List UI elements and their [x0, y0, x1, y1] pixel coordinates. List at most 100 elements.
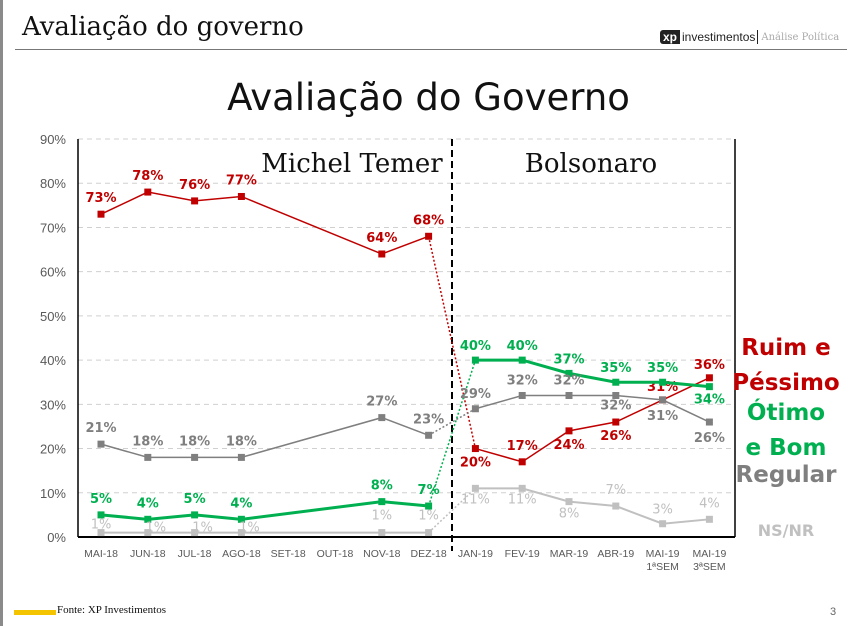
data-point-marker	[471, 445, 479, 453]
x-tick-label: MAI-18	[84, 548, 118, 560]
data-point-marker	[378, 498, 386, 506]
y-tick-label: 40%	[40, 353, 66, 368]
legend-label: Péssimo	[732, 370, 840, 396]
data-label: 18%	[179, 434, 210, 449]
y-tick-label: 30%	[40, 397, 66, 412]
annotation-michel-temer: Michel Temer	[261, 149, 443, 179]
x-tick-label: MAR-19	[550, 548, 589, 560]
y-tick-label: 0%	[47, 530, 66, 545]
data-label: 18%	[132, 434, 163, 449]
data-label: 76%	[179, 178, 210, 193]
data-point-marker	[565, 498, 573, 506]
y-tick-label: 70%	[40, 220, 66, 235]
data-label: 31%	[647, 409, 678, 424]
data-point-marker	[705, 515, 713, 523]
data-label: 29%	[460, 387, 491, 402]
xp-logo-mark: xp	[660, 30, 681, 44]
data-label: 26%	[694, 431, 725, 446]
data-label: 27%	[366, 395, 397, 410]
data-point-marker	[237, 453, 245, 461]
data-point-marker	[237, 529, 245, 537]
data-label: 5%	[184, 492, 206, 507]
x-tick-label: MAI-19	[692, 548, 726, 560]
data-point-marker	[705, 374, 713, 382]
data-label: 18%	[226, 434, 257, 449]
data-label: 5%	[90, 492, 112, 507]
legend-label: Ótimo	[747, 398, 825, 426]
data-point-marker	[191, 197, 199, 205]
data-point-marker	[659, 396, 667, 404]
x-tick-label: DEZ-18	[411, 548, 447, 560]
data-label: 32%	[553, 373, 584, 388]
data-point-marker	[191, 453, 199, 461]
data-label: 8%	[371, 479, 393, 494]
y-tick-label: 20%	[40, 442, 66, 457]
legend-label: NS/NR	[758, 521, 814, 540]
data-label: 40%	[460, 339, 491, 354]
data-label: 7%	[605, 483, 626, 498]
data-point-marker	[705, 418, 713, 426]
data-point-marker	[144, 188, 152, 196]
series-line-2018	[100, 416, 429, 459]
x-tick-label: JUN-18	[130, 548, 166, 560]
data-point-marker	[518, 484, 526, 492]
data-label: 23%	[413, 412, 444, 427]
data-label: 78%	[132, 169, 163, 184]
data-label: 36%	[694, 358, 725, 373]
data-label: 11%	[508, 492, 537, 507]
data-label: 4%	[137, 496, 159, 511]
data-point-marker	[425, 502, 433, 510]
data-point-marker	[191, 529, 199, 537]
data-point-marker	[471, 356, 479, 364]
data-point-marker	[612, 502, 620, 510]
y-tick-label: 60%	[40, 265, 66, 280]
data-label: 1%	[239, 521, 260, 536]
data-point-marker	[191, 511, 199, 519]
series-transition-dotted	[428, 487, 476, 534]
data-point-marker	[237, 192, 245, 200]
data-point-marker	[97, 440, 105, 448]
series-transition-dotted	[428, 408, 476, 436]
x-tick-label: JUL-18	[178, 548, 212, 560]
annotation-bolsonaro: Bolsonaro	[525, 149, 657, 179]
x-tick-label: ABR-19	[597, 548, 634, 560]
data-point-marker	[425, 232, 433, 240]
data-label: 4%	[230, 496, 252, 511]
x-tick-label: MAI-19	[646, 548, 680, 560]
data-label: 3%	[652, 503, 673, 518]
data-point-marker	[425, 529, 433, 537]
data-point-marker	[471, 484, 479, 492]
series-line-2018	[100, 191, 429, 255]
data-label: 1%	[192, 521, 213, 536]
data-point-marker	[144, 529, 152, 537]
data-point-marker	[97, 511, 105, 519]
data-label: 68%	[413, 213, 444, 228]
data-label: 1%	[91, 518, 112, 533]
data-label: 4%	[699, 496, 720, 511]
series-line-2019	[475, 358, 710, 389]
data-point-marker	[565, 391, 573, 399]
x-tick-label: AGO-18	[222, 548, 261, 560]
x-tick-label: SET-18	[271, 548, 306, 560]
xp-logo: xp investimentos Análise Política	[660, 30, 839, 44]
series-line-2019	[475, 377, 710, 463]
data-point-marker	[237, 515, 245, 523]
y-tick-label: 80%	[40, 176, 66, 191]
data-point-marker	[565, 427, 573, 435]
data-label: 1%	[145, 521, 166, 536]
data-label: 17%	[507, 439, 538, 454]
data-label: 35%	[600, 361, 631, 376]
header-divider	[15, 49, 847, 50]
data-point-marker	[97, 210, 105, 218]
legend-label: Ruim e	[741, 335, 831, 361]
data-label: 1%	[371, 509, 392, 524]
legend-label: e Bom	[746, 435, 827, 461]
y-tick-label: 90%	[40, 132, 66, 147]
data-label: 77%	[226, 173, 257, 188]
data-point-marker	[518, 356, 526, 364]
data-point-marker	[378, 414, 386, 422]
data-label: 37%	[553, 352, 584, 367]
data-point-marker	[612, 378, 620, 386]
source-note: Fonte: XP Investimentos	[57, 604, 166, 616]
